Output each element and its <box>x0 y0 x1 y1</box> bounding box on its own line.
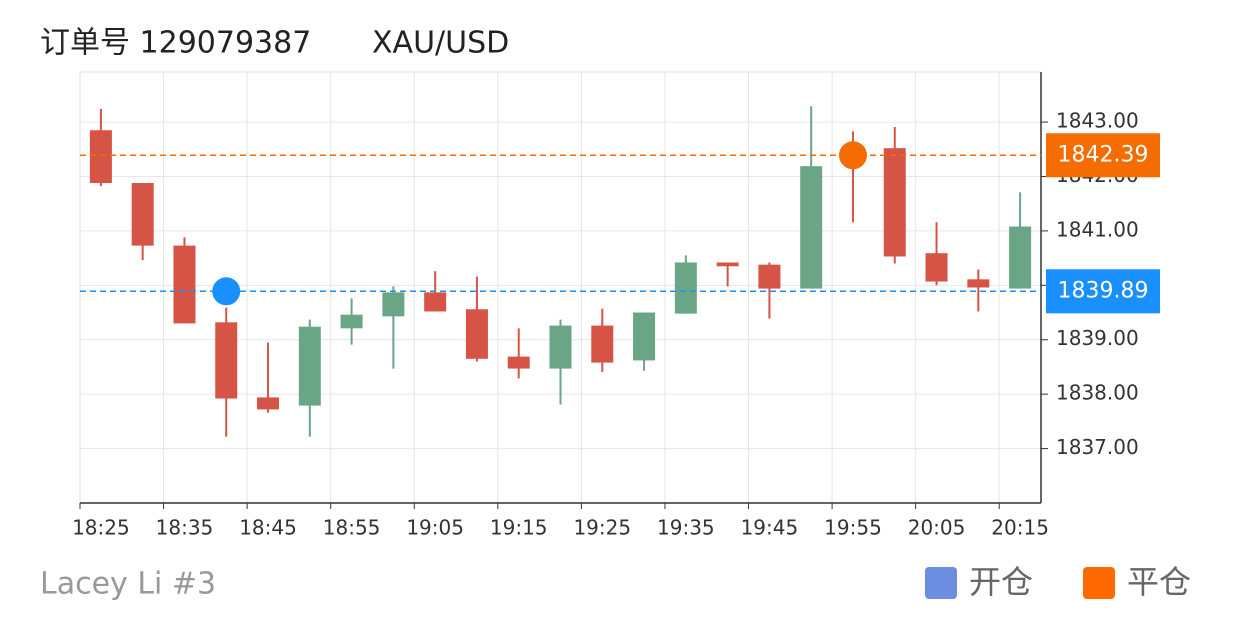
legend-swatch <box>1083 567 1115 599</box>
y-tick-label: 1838.00 <box>1056 381 1139 405</box>
x-tick-label: 18:45 <box>239 516 297 540</box>
candle-body <box>1009 226 1032 289</box>
x-tick-label: 19:35 <box>657 516 715 540</box>
x-tick-label: 19:45 <box>741 516 799 540</box>
x-tick-label: 18:25 <box>72 516 130 540</box>
x-tick-label: 19:15 <box>490 516 548 540</box>
candle-body <box>883 148 906 257</box>
legend-swatch <box>925 567 957 599</box>
price-label-box <box>1046 269 1160 314</box>
candle-body <box>89 130 112 184</box>
candle-body <box>257 397 280 410</box>
candle-body <box>131 183 154 246</box>
candle-body <box>424 292 447 312</box>
candle-body <box>173 245 196 324</box>
candle-body <box>674 262 697 314</box>
price-label: 1839.89 <box>1058 278 1149 303</box>
candle-body <box>591 325 614 363</box>
candle-body <box>298 326 321 406</box>
candle-body <box>758 264 781 289</box>
candle-body <box>215 322 238 399</box>
y-tick-label: 1837.00 <box>1056 435 1139 459</box>
candle-body <box>382 292 405 317</box>
candle-body <box>967 279 990 288</box>
y-tick-label: 1843.00 <box>1056 109 1139 133</box>
price-label-box <box>1046 133 1160 178</box>
candle-body <box>716 262 739 267</box>
candle-body <box>465 309 488 359</box>
chart-title: 订单号 129079387 <box>40 26 311 61</box>
x-tick-label: 19:55 <box>824 516 882 540</box>
legend-label: 开仓 <box>969 563 1033 601</box>
x-tick-label: 19:25 <box>573 516 631 540</box>
candle-body <box>549 325 572 369</box>
candle-body <box>633 312 656 361</box>
x-tick-label: 20:05 <box>908 516 966 540</box>
footer: Lacey Li #3 <box>40 567 216 602</box>
x-tick-label: 18:35 <box>156 516 214 540</box>
x-tick-label: 20:15 <box>991 516 1049 540</box>
legend-label: 平仓 <box>1127 563 1191 601</box>
trade-marker <box>212 277 241 306</box>
y-tick-label: 1841.00 <box>1056 217 1139 241</box>
candle-body <box>925 253 948 282</box>
candle-body <box>800 166 823 289</box>
y-tick-label: 1839.00 <box>1056 326 1139 350</box>
x-tick-label: 19:05 <box>406 516 464 540</box>
candle-body <box>340 314 363 329</box>
price-label: 1842.39 <box>1058 142 1149 167</box>
chart-subtitle: XAU/USD <box>372 26 509 61</box>
x-tick-label: 18:55 <box>323 516 381 540</box>
candle-body <box>507 356 530 369</box>
trade-marker <box>838 141 867 170</box>
